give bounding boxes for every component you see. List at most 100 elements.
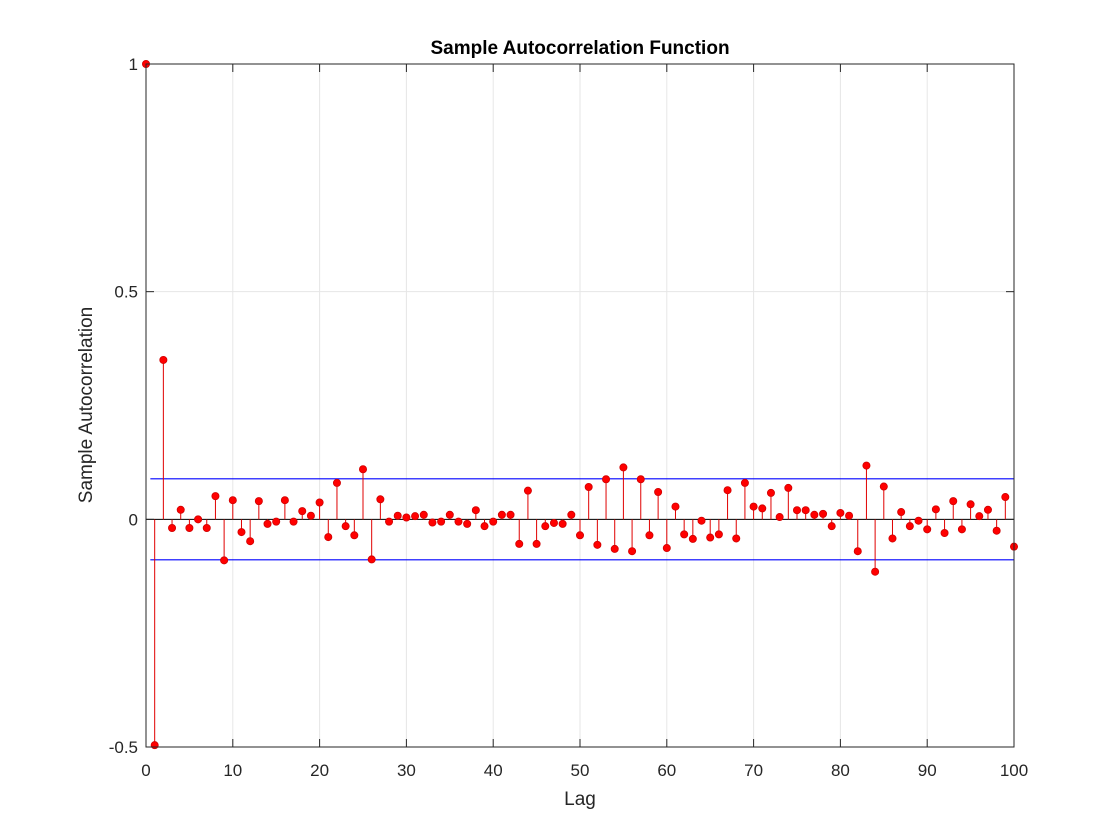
stem-marker [888,534,897,543]
y-tick-label: 1 [129,55,138,74]
stem-marker [367,555,376,564]
stem-marker [176,505,185,514]
stem-marker [506,510,515,519]
stem-marker [819,509,828,518]
stem-marker [428,518,437,527]
stem-marker [766,488,775,497]
stem-marker [584,483,593,492]
stem-marker [306,511,315,520]
stem-marker [567,510,576,519]
stem-marker [636,475,645,484]
y-tick-label: 0.5 [114,283,138,302]
stem-marker [315,498,324,507]
stem-marker [992,526,1001,535]
stem-marker [645,531,654,540]
stem-marker [940,528,949,537]
stem-marker [168,523,177,532]
stem-marker [272,517,281,526]
stem-marker [298,507,307,516]
stem-marker [228,496,237,505]
stem-marker [159,355,168,364]
stem-marker [549,518,558,527]
stem-marker [619,463,628,472]
stem-marker [350,531,359,540]
stem-marker [385,517,394,526]
stem-marker [862,461,871,470]
stem-marker [879,482,888,491]
stem-marker [376,495,385,504]
stem-marker [558,519,567,528]
y-tick-label: 0 [129,510,138,529]
confidence-bounds [150,478,1014,561]
y-tick-label: -0.5 [109,738,138,757]
stem-marker [714,530,723,539]
stem-marker [324,533,333,542]
stem-marker [202,523,211,532]
stem-marker [871,567,880,576]
x-tick-label: 70 [744,761,763,780]
stem-marker [593,540,602,549]
x-ticks: 0 10 20 30 40 50 60 70 80 90 100 [141,64,1028,780]
stem-marker [740,478,749,487]
stem-marker [697,516,706,525]
y-ticks: -0.5 0 0.5 1 [109,55,1014,757]
stem-marker [914,516,923,525]
stem-marker [280,496,289,505]
stem-marker [541,522,550,531]
stem-marker [246,537,255,546]
grid-lines [146,64,1014,747]
stem-marker [845,511,854,520]
x-tick-label: 50 [571,761,590,780]
stem-marker [393,511,402,520]
stem-marker [758,504,767,513]
stem-marker [949,497,958,506]
stem-marker [836,508,845,517]
stem-marker [402,513,411,522]
stem-marker [411,512,420,521]
stem-marker [680,530,689,539]
stem-marker [905,522,914,531]
stem-marker [489,517,498,526]
stem-marker [358,465,367,474]
stem-marker [671,502,680,511]
stem-marker [1001,493,1010,502]
stem-marker [810,510,819,519]
x-tick-label: 0 [141,761,150,780]
stem-marker [923,525,932,534]
stem-marker [793,506,802,515]
stem-marker [332,478,341,487]
stem-marker [784,483,793,492]
x-tick-label: 40 [484,761,503,780]
x-tick-label: 10 [223,761,242,780]
stem-marker [419,510,428,519]
stem-marker [975,512,984,521]
stem-marker [966,500,975,509]
x-axis-label: Lag [564,789,596,810]
stem-marker [775,513,784,522]
stem-marker [957,525,966,534]
chart-title: Sample Autocorrelation Function [430,38,729,59]
y-axis-label: Sample Autocorrelation [76,307,97,503]
stem-marker [471,506,480,515]
stem-marker [532,539,541,548]
stem-marker [749,502,758,511]
stem-marker [706,533,715,542]
stem-marker [254,497,263,506]
stem-marker [480,522,489,531]
stem-marker [853,547,862,556]
x-tick-label: 80 [831,761,850,780]
stem-marker [445,510,454,519]
stem-marker [463,519,472,528]
stem-marker [515,539,524,548]
stem-marker [576,531,585,540]
stem-marker [931,505,940,514]
x-tick-label: 100 [1000,761,1028,780]
stem-marker [437,517,446,526]
x-tick-label: 30 [397,761,416,780]
stem-marker [610,544,619,553]
stem-marker [801,506,810,515]
stem-marker [237,528,246,537]
stem-marker [497,510,506,519]
stem-marker [341,522,350,531]
